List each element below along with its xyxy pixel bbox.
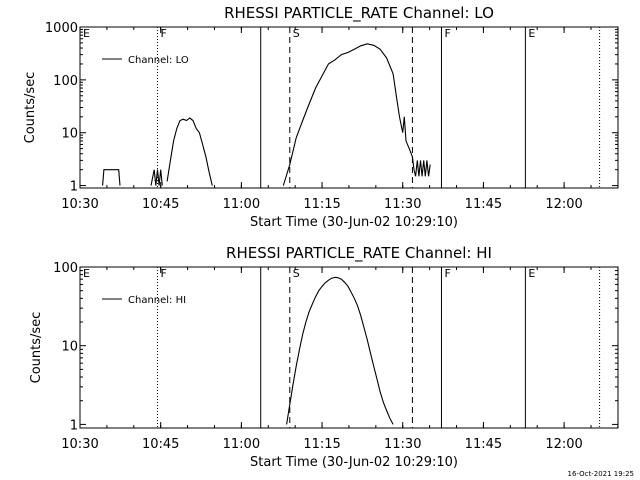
panel-2-y-tick-label: 1: [70, 418, 78, 433]
panel-1-event-marker-label: E: [528, 27, 535, 40]
panel-1-y-tick-label: 10: [61, 127, 78, 142]
panel-1-data-series-segment-4: [282, 43, 431, 186]
panel-2-event-marker-label: F: [160, 267, 166, 280]
panel-1-plot-frame: [79, 26, 619, 189]
footer-timestamp: 16-Oct-2021 19:25: [567, 470, 634, 478]
panel-1-x-tick-label: 11:00: [223, 197, 260, 212]
panel-1-data-series-segment-3: [166, 117, 213, 186]
panel-1-event-marker-label: F: [160, 27, 166, 40]
panel-2-y-axis-label: Counts/sec: [29, 312, 44, 384]
panel-2-event-marker-label: F: [444, 267, 450, 280]
panel-2-event-marker-label: S: [293, 267, 300, 280]
panel-2-x-tick-label: 11:30: [384, 437, 421, 452]
panel-1-y-tick-label: 1000: [45, 21, 78, 36]
panel-1-data-series-segment-2: [150, 169, 163, 186]
panel-1-y-tick-label: 100: [53, 74, 78, 89]
panel-2-y-tick-label: 10: [61, 340, 78, 355]
panel-2-x-tick-label: 10:30: [61, 437, 98, 452]
panel-2-x-axis-label: Start Time (30-Jun-02 10:29:10): [250, 455, 458, 470]
panel-2-x-tick-label: 11:45: [465, 437, 502, 452]
panel-1-title: RHESSI PARTICLE_RATE Channel: LO: [224, 4, 494, 23]
panel-2-x-tick-label: 11:00: [223, 437, 260, 452]
panel-1-y-axis-label: Counts/sec: [23, 72, 38, 144]
panel-2-y-tick-label: 100: [53, 261, 78, 276]
panel-2-title: RHESSI PARTICLE_RATE Channel: HI: [226, 244, 492, 263]
panel-1-x-tick-label: 10:45: [142, 197, 179, 212]
panel-2-plot-frame: [79, 266, 619, 429]
panel-2-x-tick-label: 11:15: [303, 437, 340, 452]
panel-2-data-series-segment-1: [286, 276, 394, 425]
panel-1-y-tick-label: 1: [70, 180, 78, 195]
panel-1-x-axis-label: Start Time (30-Jun-02 10:29:10): [250, 215, 458, 230]
panel-1-event-marker-label: S: [293, 27, 300, 40]
panel-2-event-marker-label: E: [528, 267, 535, 280]
panel-1-legend-label: Channel: LO: [128, 55, 189, 66]
panel-1-x-tick-label: 10:30: [61, 197, 98, 212]
panel-1-x-tick-label: 11:15: [303, 197, 340, 212]
panel-2-x-tick-label: 12:00: [545, 437, 582, 452]
panel-1-event-marker-label: F: [444, 27, 450, 40]
panel-1-x-tick-label: 11:45: [465, 197, 502, 212]
panel-1-x-tick-label: 12:00: [545, 197, 582, 212]
panel-1-event-marker-label: E: [83, 27, 90, 40]
panel-1-data-series-segment-1: [102, 169, 121, 186]
panel-2-legend-label: Channel: HI: [128, 295, 186, 306]
panel-1-x-tick-label: 11:30: [384, 197, 421, 212]
panel-2-x-tick-label: 10:45: [142, 437, 179, 452]
panel-2-event-marker-label: E: [83, 267, 90, 280]
